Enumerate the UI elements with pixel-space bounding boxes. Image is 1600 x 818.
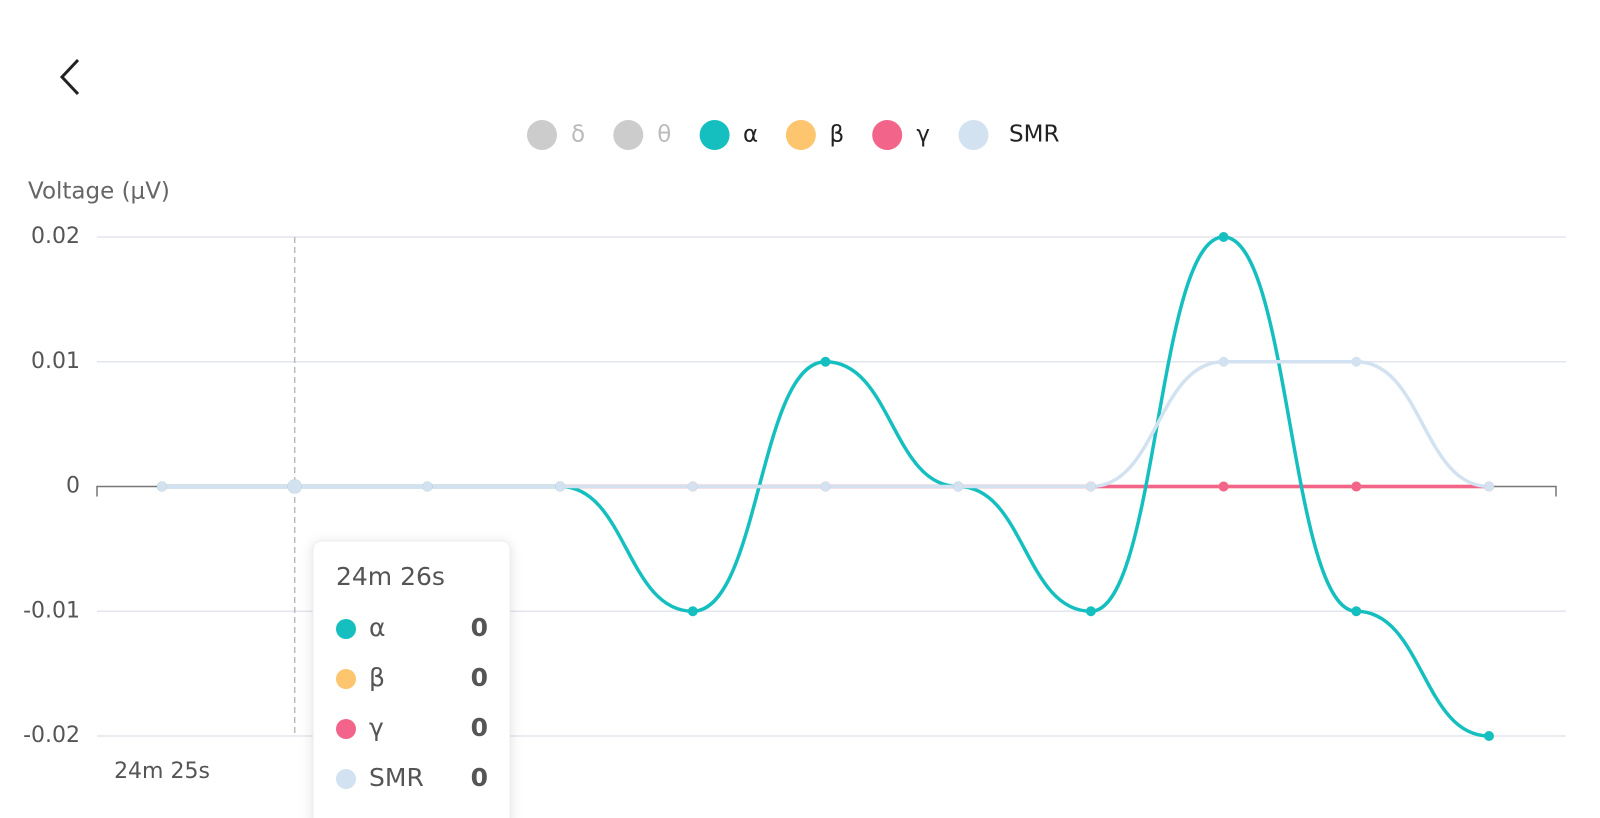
tooltip: 24m 26s α 0 β 0 γ 0 SMR 0: [312, 540, 511, 818]
tooltip-value: 0: [471, 713, 488, 742]
tooltip-marker: [336, 769, 356, 789]
legend-marker: [872, 120, 903, 150]
legend-marker: [699, 120, 730, 150]
data-point: [555, 481, 566, 492]
legend-label: SMR: [1009, 122, 1059, 148]
data-point: [687, 606, 698, 617]
data-point: [1351, 481, 1362, 492]
data-point: [1218, 356, 1229, 367]
data-point: [1218, 232, 1229, 242]
tooltip-value: 0: [471, 663, 488, 692]
legend-marker: [785, 120, 816, 150]
legend: δ θ α β γ SMR: [527, 120, 1059, 150]
tooltip-label: α: [369, 613, 385, 642]
data-point: [1484, 481, 1494, 492]
legend-marker: [613, 120, 644, 150]
y-tick-label: 0: [66, 474, 80, 499]
tooltip-label: SMR: [369, 763, 424, 792]
legend-label: θ: [657, 122, 671, 148]
y-tick-label: -0.01: [23, 598, 80, 623]
data-point: [157, 481, 167, 492]
tooltip-marker: [336, 669, 356, 689]
tooltip-label: γ: [369, 713, 384, 742]
legend-label: α: [743, 122, 758, 148]
data-point: [1085, 481, 1096, 492]
data-point: [820, 356, 831, 367]
plot: 0.02 0.01 0 -0.01 -0.02 24m 25s: [23, 224, 1566, 784]
legend-marker: [527, 120, 557, 150]
y-axis-label: Voltage (μV): [28, 179, 170, 205]
data-point: [820, 481, 831, 492]
tooltip-box: [312, 540, 511, 818]
legend-label: δ: [571, 122, 585, 148]
tooltip-value: 0: [471, 613, 488, 642]
tooltip-value: 0: [471, 763, 488, 792]
tooltip-marker: [336, 719, 356, 739]
data-point: [1351, 356, 1362, 367]
tooltip-label: β: [369, 663, 385, 692]
legend-label: γ: [916, 122, 930, 148]
data-point: [687, 481, 698, 492]
back-button[interactable]: [59, 58, 80, 96]
data-point: [1351, 606, 1362, 617]
series-line: [162, 359, 1490, 489]
tooltip-title: 24m 26s: [336, 562, 445, 591]
data-point: [1218, 481, 1229, 492]
legend-label: β: [830, 122, 845, 148]
y-tick-label: 0.01: [31, 349, 80, 374]
x-tick-label: 24m 25s: [114, 759, 210, 784]
legend-marker: [958, 120, 989, 150]
data-point: [953, 481, 964, 492]
data-point: [1484, 731, 1494, 741]
data-point: [1085, 606, 1096, 617]
tooltip-marker: [336, 619, 356, 639]
data-point: [422, 481, 433, 492]
y-tick-label: 0.02: [31, 224, 80, 249]
y-tick-label: -0.02: [23, 723, 80, 748]
data-point: [287, 479, 302, 494]
